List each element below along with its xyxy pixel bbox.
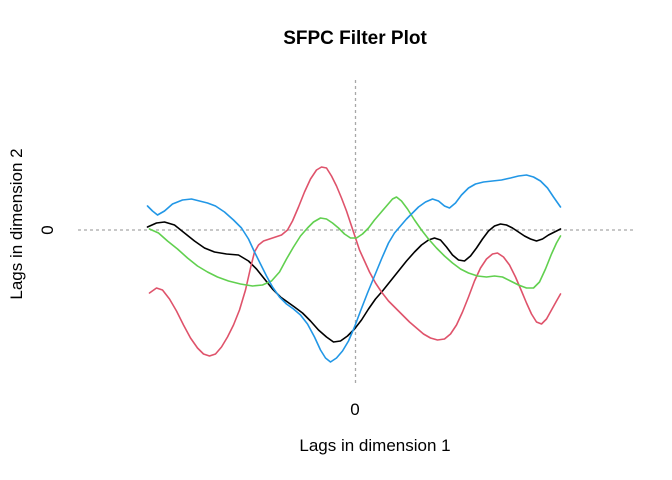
x-axis-label: Lags in dimension 1 [299,436,451,455]
filter-4-blue-curve [146,174,562,363]
x-axis-tick-zero: 0 [350,400,360,419]
filter-1-black-curve [146,221,562,343]
filter-3-green-curve [148,196,562,289]
chart-title: SFPC Filter Plot [283,28,427,49]
filter-2-red-curve [148,166,562,357]
y-axis-tick-zero: 0 [38,225,57,235]
y-axis-label: Lags in dimension 2 [7,148,26,300]
